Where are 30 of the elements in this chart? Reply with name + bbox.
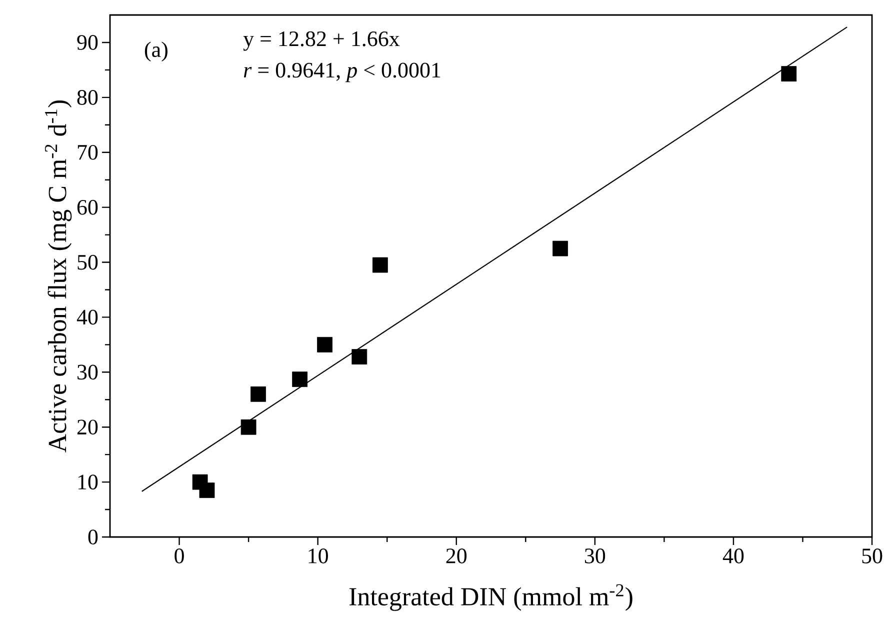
y-tick-label: 50	[78, 254, 98, 270]
point	[352, 349, 368, 364]
y-tick-label: 40	[76, 310, 98, 325]
x-axis-title: Integrated DIN (mmol m$^{-2}$)	[349, 584, 632, 611]
y-tick-label: 30	[78, 364, 98, 380]
x-tick-label: 0	[174, 548, 184, 564]
y-tick-label: 10	[78, 474, 98, 490]
point	[199, 482, 215, 498]
point	[317, 336, 332, 352]
y-tick-label: 80	[77, 90, 98, 105]
x-tick-label: 10	[308, 548, 328, 564]
x-tick-label: 20	[446, 548, 467, 564]
annotation: y = 12.82 + 1.66x	[243, 31, 400, 51]
point	[240, 419, 256, 435]
point	[372, 257, 388, 273]
point	[292, 372, 308, 387]
y-tick-label: 20	[77, 420, 98, 435]
point	[781, 66, 797, 82]
y-tick-label: 0	[88, 530, 98, 544]
point	[250, 386, 266, 402]
y-axis-title: Active carbon flux (mg C m$^{-2}$ d$^{-1}$)	[44, 100, 72, 452]
y-tick-label: 70	[78, 144, 98, 160]
x-tick-label: 50	[862, 548, 882, 564]
x-tick-label: 30	[584, 548, 606, 564]
annotation: r = 0.9641, p < 0.0001	[244, 62, 440, 82]
point	[552, 240, 568, 256]
annotation: (a)	[144, 42, 168, 62]
x-tick-label: 40	[722, 548, 744, 564]
y-tick-label: 60	[77, 200, 98, 215]
y-tick-label: 90	[77, 35, 98, 50]
